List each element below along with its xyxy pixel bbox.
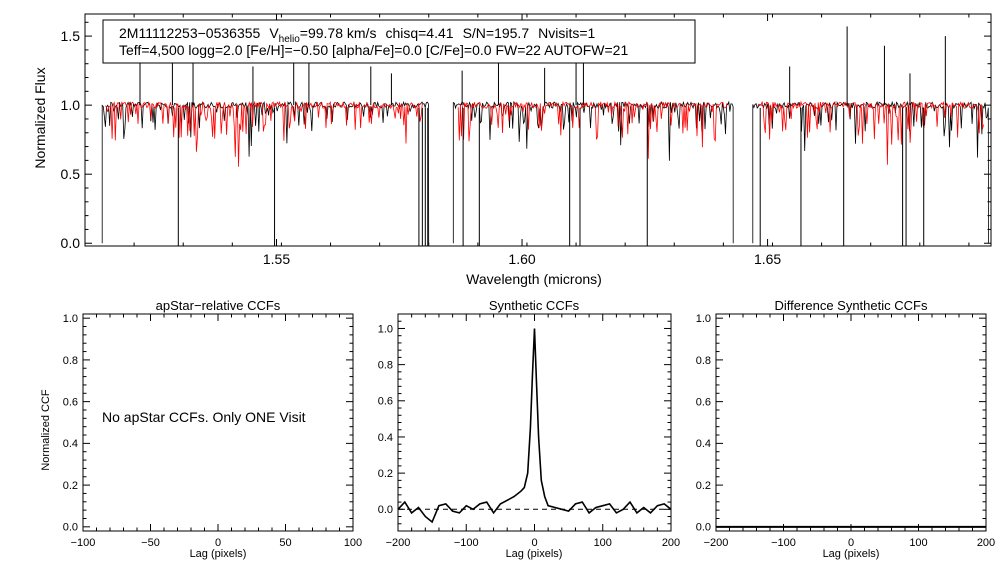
nvisits-value: Nvisits=1	[538, 25, 595, 41]
synthetic-y-tick-label: 0.4	[378, 432, 393, 444]
difference-ccf-panel: −200 −100 0 100 200 0.0 0.2 0.4 0.6 0.8 1.0 Differ…	[696, 298, 995, 560]
v-helio-subscript: helio	[279, 34, 301, 45]
difference-y-tick-label: 0.4	[696, 438, 711, 450]
spectrum-x-label: Wavelength (microns)	[466, 271, 602, 287]
observed-spectrum-chip-2	[452, 100, 734, 244]
apstar-y-tick-label: 0.0	[63, 522, 78, 534]
difference-x-tick-label: −100	[771, 537, 796, 549]
annotation-line-1: 2M11112253−0536355 Vhelio=99.78 km/s chisq…	[119, 25, 596, 45]
apstar-x-tick-label: −100	[71, 537, 96, 549]
observed-spectrum-chip-3	[752, 100, 989, 244]
synthetic-ccf-panel: −200 −100 0 100 200 0.0 0.2 0.4 0.6 0.8 1.0 Synthe…	[378, 298, 680, 560]
annotation-box	[102, 19, 696, 64]
spectrum-x-tick-label: 1.60	[508, 251, 535, 267]
spectrum-y-tick-label: 1.0	[61, 97, 81, 113]
spectrum-y-label: Normalized Flux	[32, 67, 48, 168]
synthetic-ccf-line	[398, 328, 671, 524]
apstar-x-tick-label: 100	[344, 537, 362, 549]
apstar-x-tick-label: 0	[215, 537, 221, 549]
synthetic-y-tick-label: 0.2	[378, 468, 393, 480]
apstar-y-tick-label: 0.2	[63, 480, 78, 492]
difference-y-tick-label: 0.2	[696, 480, 711, 492]
synthetic-y-tick-label: 0.0	[378, 504, 393, 516]
difference-y-tick-label: 0.6	[696, 396, 711, 408]
spectrum-x-tick-label: 1.65	[754, 251, 781, 267]
synthetic-ccf-data	[398, 328, 671, 524]
apstar-ccf-panel: −100 −50 0 50 100 0.0 0.2 0.4 0.6 0.8 1.0 apStar−r…	[40, 298, 362, 560]
difference-x-tick-label: 0	[848, 537, 854, 549]
difference-y-tick-label: 0.8	[696, 355, 711, 367]
difference-axes-frame	[715, 313, 987, 532]
model-spectrum-chip-2	[457, 100, 728, 159]
spectrum-x-tick-label: 1.55	[263, 251, 290, 267]
synthetic-y-tick-label: 1.0	[378, 323, 393, 335]
difference-ticks: −200 −100 0 100 200 0.0 0.2 0.4 0.6 0.8 1.0	[696, 313, 995, 549]
spectrum-ticks: 1.55 1.60 1.65 0.0 0.5 1.0 1.5	[61, 14, 991, 267]
synthetic-x-tick-label: 200	[662, 537, 680, 549]
difference-y-tick-label: 0.0	[696, 522, 711, 534]
apstar-title: apStar−relative CCFs	[156, 298, 281, 313]
difference-x-tick-label: 100	[909, 537, 927, 549]
synthetic-x-tick-label: −200	[386, 537, 411, 549]
synthetic-y-tick-label: 0.6	[378, 396, 393, 408]
v-helio-value: =99.78 km/s	[300, 25, 377, 41]
difference-y-tick-label: 1.0	[696, 313, 711, 325]
difference-x-label: Lag (pixels)	[823, 548, 880, 560]
model-spectrum-chip-1	[105, 100, 424, 167]
observed-spectrum-chip-1	[101, 100, 430, 244]
apstar-y-label: Normalized CCF	[40, 389, 52, 471]
synthetic-y-tick-label: 0.8	[378, 359, 393, 371]
difference-title: Difference Synthetic CCFs	[775, 298, 928, 313]
chisq-value: chisq=4.41	[385, 25, 453, 41]
spectrum-y-tick-label: 0.5	[61, 166, 81, 182]
synthetic-x-tick-label: −100	[454, 537, 479, 549]
synthetic-title: Synthetic CCFs	[489, 298, 580, 313]
synthetic-x-tick-label: 0	[531, 537, 537, 549]
apstar-x-tick-label: 50	[279, 537, 291, 549]
apstar-y-tick-label: 0.6	[63, 396, 78, 408]
apstar-y-tick-label: 1.0	[63, 313, 78, 325]
spectrum-panel: 1.55 1.60 1.65 0.0 0.5 1.0 1.5 2M11112253−0536…	[32, 13, 992, 287]
apstar-x-label: Lag (pixels)	[190, 548, 247, 560]
annotation-line-2: Teff=4,500 logg=2.0 [Fe/H]=−0.50 [alpha/…	[119, 42, 628, 58]
apstar-y-tick-label: 0.8	[63, 355, 78, 367]
synthetic-ticks: −200 −100 0 100 200 0.0 0.2 0.4 0.6 0.8 1.0	[378, 313, 680, 549]
model-spectrum-chip-3	[757, 100, 984, 165]
apstar-ticks: −100 −50 0 50 100 0.0 0.2 0.4 0.6 0.8 1.0	[63, 313, 362, 549]
synthetic-x-tick-label: 100	[594, 537, 612, 549]
star-id: 2M11112253−0536355	[119, 25, 261, 41]
difference-x-tick-label: −200	[704, 537, 729, 549]
spectrum-axes-frame	[84, 13, 992, 247]
spectrum-y-tick-label: 0.0	[61, 235, 81, 251]
spectrum-y-tick-label: 1.5	[61, 28, 81, 44]
v-helio-prefix: V	[269, 25, 279, 41]
spectrum-data	[101, 26, 989, 246]
difference-x-tick-label: 200	[977, 537, 995, 549]
sn-value: S/N=195.7	[463, 25, 530, 41]
no-ccf-message: No apStar CCFs. Only ONE Visit	[102, 409, 306, 425]
apstar-x-tick-label: −50	[141, 537, 160, 549]
apstar-y-tick-label: 0.4	[63, 438, 78, 450]
synthetic-x-label: Lag (pixels)	[506, 548, 563, 560]
